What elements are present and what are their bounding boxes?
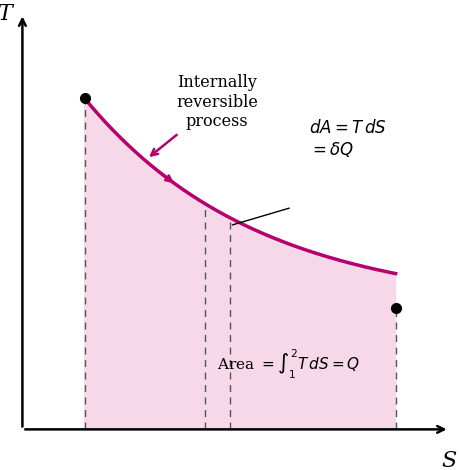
Polygon shape [84,98,395,430]
Text: $dA = T\,dS$
$= \delta Q$: $dA = T\,dS$ $= \delta Q$ [308,119,386,159]
Text: Internally
reversible
process: Internally reversible process [151,74,257,156]
Text: Area $= \int_1^2 T\,dS = Q$: Area $= \int_1^2 T\,dS = Q$ [217,348,360,382]
Text: S: S [441,450,456,470]
Text: T: T [0,2,13,24]
